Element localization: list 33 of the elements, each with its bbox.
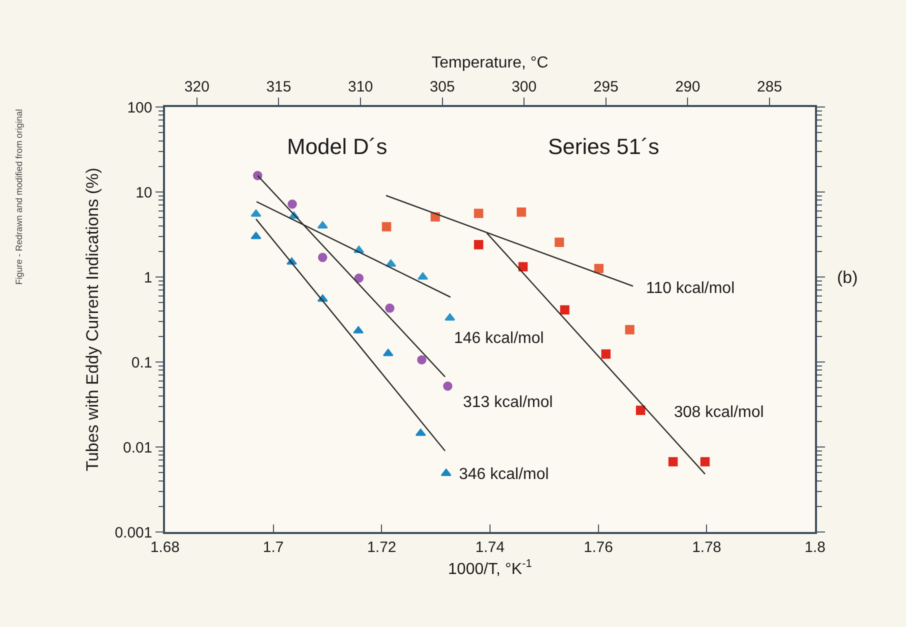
x-tick-label: 1.72 xyxy=(367,538,396,556)
x-tick-label: 1.74 xyxy=(475,538,505,556)
y-tick-label: 1 xyxy=(144,269,152,286)
annotation: 110 kcal/mol xyxy=(646,280,735,297)
text: (b) xyxy=(837,268,858,287)
y-tick-label: 0.01 xyxy=(123,439,152,456)
x2-tick-label: 285 xyxy=(757,78,782,96)
annotation: Model D´s xyxy=(287,134,388,159)
y-tick-label: 10 xyxy=(136,184,152,202)
x-tick-label: 1.68 xyxy=(150,538,180,556)
x2-tick-label: 310 xyxy=(348,78,374,96)
x2-tick-label: 290 xyxy=(675,78,700,96)
x2-tick-label: 300 xyxy=(512,78,537,96)
y-tick-label: 0.001 xyxy=(114,524,152,542)
annotation: 146 kcal/mol xyxy=(454,330,544,347)
x-tick-label: 1.78 xyxy=(692,538,722,556)
x-tick-label: 1.8 xyxy=(804,538,826,556)
x-tick-label: 1.7 xyxy=(262,538,284,556)
x2-tick-label: 320 xyxy=(184,78,210,96)
annotation: 313 kcal/mol xyxy=(463,394,553,411)
x-tick-label: 1.76 xyxy=(584,538,613,556)
x-axis-title: 1000/T, °K$^{-1}$ xyxy=(448,558,532,578)
x2-tick-label: 305 xyxy=(430,78,455,96)
x2-tick-label: 295 xyxy=(593,78,618,96)
x2-tick-label: 315 xyxy=(266,78,292,96)
y-tick-label: 100 xyxy=(127,99,152,116)
y-tick-label: 0.1 xyxy=(131,354,152,372)
y-axis-title: Tubes with Eddy Current Indications (%) xyxy=(82,168,102,472)
annotation: 308 kcal/mol xyxy=(674,404,764,421)
text: Figure - Redrawn and modified from original xyxy=(14,109,24,285)
annotation: 346 kcal/mol xyxy=(459,466,549,483)
x2-axis-title: Temperature, °C xyxy=(432,54,548,72)
annotation: Series 51´s xyxy=(548,134,660,159)
